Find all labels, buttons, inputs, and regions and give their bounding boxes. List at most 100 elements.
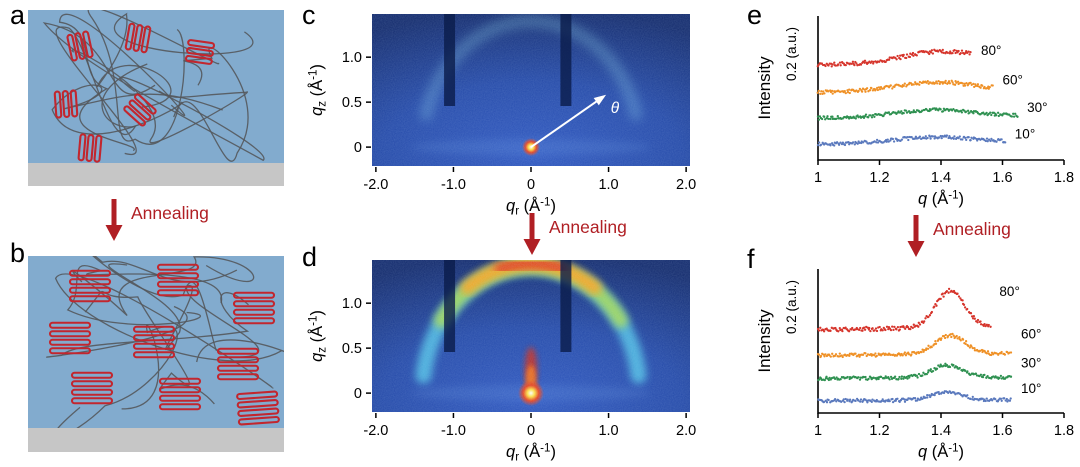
panel-label-f: f: [747, 244, 755, 274]
x-tick-label: -1.0: [441, 177, 466, 193]
molecule-stack: [184, 39, 216, 65]
molecule-stack: [124, 22, 152, 54]
theta-arrowhead: [593, 94, 607, 106]
y-tick-label: 1.0: [342, 50, 362, 66]
theta-label: θ: [611, 100, 620, 117]
y-axis-label: Intensity: [755, 309, 774, 373]
x-tick-label: 2.0: [676, 177, 696, 193]
x-tick-label: -2.0: [363, 423, 388, 439]
series-80°: [816, 48, 972, 68]
scalebar-label: 0.2 (a.u.): [784, 280, 799, 334]
x-axis-label: qr (Å-1): [506, 196, 556, 216]
molecule-stack: [232, 291, 276, 325]
panel-label-a: a: [10, 0, 26, 30]
x-axis-label: q (Å-1): [918, 442, 964, 461]
polymer-chain: [42, 22, 265, 162]
y-tick-label: 1.0: [342, 296, 362, 312]
x-tick-label: 1.4: [931, 170, 951, 186]
molecule-stack: [132, 325, 176, 359]
molecule-stack: [68, 269, 112, 303]
series-label: 60°: [1021, 327, 1041, 342]
x-tick-label: 0: [527, 177, 535, 193]
substrate: [28, 163, 284, 186]
x-tick-label: -2.0: [363, 177, 388, 193]
x-tick-label: 1.8: [1054, 170, 1074, 186]
y-tick-label: 0: [354, 140, 362, 156]
molecule-stack: [236, 390, 280, 426]
molecule-stack: [216, 347, 260, 381]
molecule-stack: [158, 377, 202, 411]
y-axis-label: Intensity: [755, 56, 774, 120]
x-tick-label: 1.2: [869, 423, 889, 439]
panel-label-c: c: [302, 0, 316, 30]
linecut-plot-after: 1 1.2 1.4 1.6 1.8 q (Å-1) Intensity 0.2 (a.u.) 8…: [755, 269, 1074, 461]
giwaxs-map-after: 0 0.5 1.0 -2.0 -1.0 0 1.0 2.0 qr (Å-1) qz (Å-1): [307, 260, 696, 462]
series-30°: [817, 362, 1013, 382]
detector-gap: [444, 14, 456, 106]
molecule-stack: [48, 321, 92, 355]
x-tick-label: 1: [814, 170, 822, 186]
x-tick-label: 0: [527, 423, 535, 439]
annealing-step-middle: Annealing: [522, 210, 627, 256]
panel-label-e: e: [747, 0, 763, 30]
film-schematic-before: [28, 10, 284, 186]
panel-label-b: b: [10, 238, 26, 268]
x-axis-label: q (Å-1): [918, 189, 964, 208]
x-tick-label: 1.0: [598, 423, 618, 439]
series-30°: [816, 107, 1019, 121]
series-label: 30°: [1027, 100, 1047, 115]
down-arrow-icon: [523, 213, 541, 255]
x-tick-label: 1.8: [1054, 423, 1074, 439]
annealing-label: Annealing: [933, 219, 1011, 239]
theta-arrow: [530, 96, 604, 148]
series-10°: [816, 134, 1007, 147]
detector-gap: [560, 260, 572, 352]
x-tick-label: 1: [814, 423, 822, 439]
series-label: 60°: [1003, 73, 1023, 88]
x-tick-label: 1.6: [992, 170, 1012, 186]
y-tick-label: 0.5: [342, 95, 362, 111]
film-schematic-after: [28, 256, 284, 452]
annealing-step-left: Annealing: [104, 196, 209, 242]
giwaxs-map-before: θ 0 0.5 1.0 -2.0 -1.0 0 1.0 2.0 qr (Å-1) qz (Å-1): [307, 14, 696, 216]
series-label: 30°: [1021, 355, 1041, 370]
detector-gap: [444, 260, 456, 352]
series-60°: [816, 332, 1013, 359]
series-60°: [816, 79, 994, 96]
y-tick-label: 0.5: [342, 341, 362, 357]
series-label: 80°: [981, 43, 1001, 58]
y-axis-label: qz (Å-1): [307, 310, 329, 362]
annealing-label: Annealing: [549, 217, 627, 237]
down-arrow-icon: [907, 215, 925, 257]
annealing-label: Annealing: [131, 203, 209, 223]
x-axis-label: qr (Å-1): [506, 442, 556, 462]
molecule-stack: [66, 30, 94, 62]
series-label: 10°: [1021, 381, 1041, 396]
molecule-stack: [123, 93, 157, 127]
series-label: 10°: [1015, 127, 1035, 142]
detector-gap: [560, 14, 572, 106]
polymer-chain: [54, 273, 284, 389]
series-10°: [817, 390, 1012, 404]
x-tick-label: -1.0: [441, 423, 466, 439]
annealing-step-right: Annealing: [906, 212, 1011, 258]
x-tick-label: 1.6: [992, 423, 1012, 439]
y-axis-label: qz (Å-1): [307, 64, 329, 116]
y-tick-label: 0: [354, 386, 362, 402]
x-tick-label: 1.2: [869, 170, 889, 186]
molecule-stack: [156, 263, 200, 297]
substrate: [28, 428, 284, 452]
molecule-stack: [70, 371, 114, 405]
series-label: 80°: [999, 284, 1019, 299]
x-tick-label: 1.0: [598, 177, 618, 193]
down-arrow-icon: [105, 199, 123, 241]
series-80°: [816, 287, 992, 333]
panel-label-d: d: [302, 242, 318, 272]
x-tick-label: 2.0: [676, 423, 696, 439]
molecule-stack: [53, 89, 79, 119]
x-tick-label: 1.4: [931, 423, 951, 439]
scalebar-label: 0.2 (a.u.): [784, 27, 799, 81]
molecule-stack: [77, 133, 103, 163]
linecut-plot-before: 1 1.2 1.4 1.6 1.8 q (Å-1) Intensity 0.2 (a.u.) 8…: [755, 16, 1074, 208]
